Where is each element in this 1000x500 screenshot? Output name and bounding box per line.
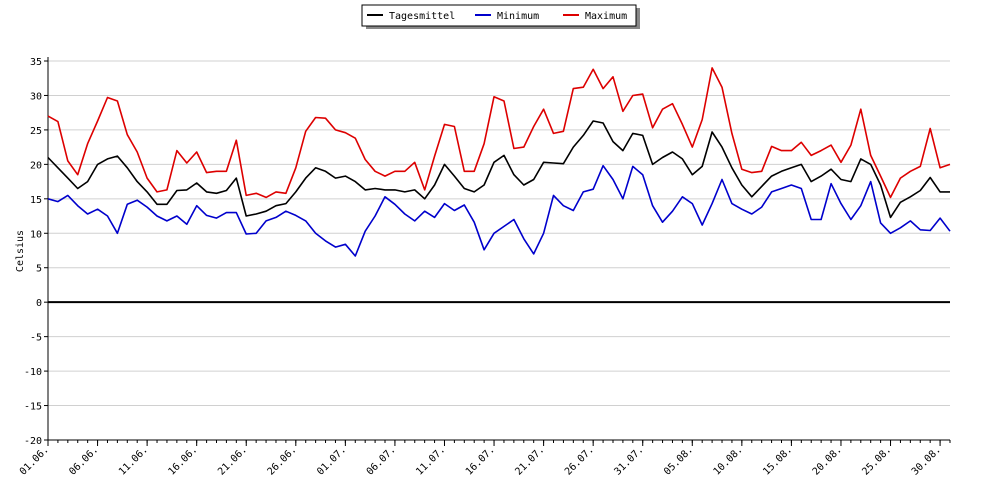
x-tick-label: 16.06. [166, 444, 199, 477]
y-tick-label: -20 [24, 436, 42, 447]
legend-label: Maximum [585, 11, 627, 22]
y-tick-label: 30 [30, 91, 42, 102]
y-tick-label: -15 [24, 402, 42, 413]
gridlines [48, 60, 950, 441]
series-line-tagesmittel [47, 120, 950, 219]
y-tick-label: 0 [36, 298, 42, 309]
x-tick-label: 06.07. [365, 444, 398, 477]
x-tick-label: 21.06. [216, 444, 249, 477]
x-tick-labels: 01.06. 06.06. 11.06. 16.06. 21.06. 26.06. 01.0… [18, 444, 943, 477]
x-tick-label: 16.07. [464, 444, 497, 477]
x-tick-label: 31.07. [613, 444, 646, 477]
x-tick-label: 30.08. [910, 444, 943, 477]
x-tick-label: 05.08. [662, 444, 695, 477]
x-tick-label: 01.06. [18, 444, 51, 477]
x-tick-label: 21.07. [513, 444, 546, 477]
series-line-maximum [47, 67, 951, 199]
x-tick-label: 11.06. [117, 444, 150, 477]
series-lines [47, 67, 951, 257]
x-tick-label: 26.07. [563, 444, 596, 477]
y-tick-label: 20 [30, 160, 42, 171]
x-tick-label: 26.06. [266, 444, 299, 477]
y-tick-label: -10 [24, 367, 42, 378]
x-tick-label: 20.08. [811, 444, 844, 477]
legend-label: Tagesmittel [389, 11, 455, 22]
y-tick-label: 5 [36, 264, 42, 275]
legend-label: Minimum [497, 11, 539, 22]
x-tick-label: 15.08. [761, 444, 794, 477]
x-tick-label: 06.06. [67, 444, 100, 477]
y-tick-label: 25 [30, 126, 42, 137]
y-tick-label: 10 [30, 229, 42, 240]
y-tick-label: 15 [30, 195, 42, 206]
y-tick-label: 35 [30, 57, 42, 68]
series-line-minimum [47, 164, 951, 257]
axes [44, 57, 951, 446]
x-tick-label: 01.07. [315, 444, 348, 477]
y-tick-label: -5 [30, 333, 42, 344]
x-tick-label: 25.08. [860, 444, 893, 477]
legend-frame [361, 4, 637, 27]
legend: Tagesmittel Minimum Maximum [361, 4, 640, 29]
y-axis-label: Celsius [15, 230, 26, 272]
y-tick-labels: 35 30 25 20 15 10 5 0 -5 -10 -15 -20 [24, 57, 42, 447]
x-tick-label: 10.08. [712, 444, 745, 477]
x-tick-label: 11.07. [414, 444, 447, 477]
